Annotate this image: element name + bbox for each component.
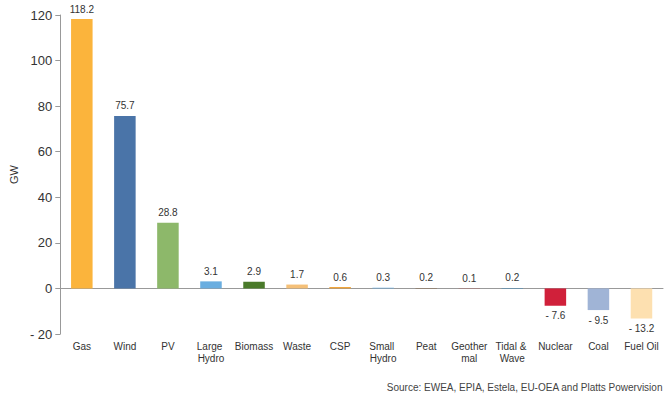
svg-text:GW: GW <box>8 164 20 184</box>
svg-text:PV: PV <box>161 341 175 352</box>
svg-text:0.2: 0.2 <box>505 272 519 283</box>
svg-text:0: 0 <box>45 281 52 296</box>
svg-text:Waste: Waste <box>283 341 311 352</box>
svg-text:1.7: 1.7 <box>290 269 304 280</box>
svg-text:40: 40 <box>38 190 52 205</box>
svg-text:60: 60 <box>38 144 52 159</box>
svg-text:Nuclear: Nuclear <box>538 341 573 352</box>
svg-text:- 7.6: - 7.6 <box>545 310 565 321</box>
svg-text:0.2: 0.2 <box>419 272 433 283</box>
svg-text:75.7: 75.7 <box>115 100 135 111</box>
svg-text:28.8: 28.8 <box>158 207 178 218</box>
svg-text:Biomass: Biomass <box>235 341 273 352</box>
svg-text:Large: Large <box>197 341 225 352</box>
svg-text:Gas: Gas <box>73 341 91 352</box>
svg-text:Small: Small <box>369 341 397 352</box>
svg-text:Hydro: Hydro <box>370 353 397 364</box>
svg-text:0.3: 0.3 <box>376 272 390 283</box>
svg-text:100: 100 <box>31 53 53 68</box>
svg-text:0.1: 0.1 <box>462 273 476 284</box>
svg-text:Source: EWEA, EPIA, Estela, EU: Source: EWEA, EPIA, Estela, EU-OEA and P… <box>387 382 663 393</box>
svg-text:Hydro: Hydro <box>198 353 225 364</box>
svg-text:Fuel Oil: Fuel Oil <box>624 341 658 352</box>
svg-text:Tidal &: Tidal & <box>496 341 530 352</box>
svg-text:80: 80 <box>38 99 52 114</box>
svg-text:Wind: Wind <box>113 341 136 352</box>
svg-text:3.1: 3.1 <box>204 266 218 277</box>
svg-text:120: 120 <box>31 8 53 23</box>
svg-text:2.9: 2.9 <box>247 266 261 277</box>
svg-text:0.6: 0.6 <box>333 272 347 283</box>
svg-text:- 20: - 20 <box>30 327 52 342</box>
svg-text:Wave: Wave <box>500 353 526 364</box>
svg-text:Geother: Geother <box>451 341 488 352</box>
svg-text:118.2: 118.2 <box>70 4 95 15</box>
svg-text:20: 20 <box>38 235 52 250</box>
svg-text:- 9.5: - 9.5 <box>588 315 608 326</box>
svg-text:Coal: Coal <box>588 341 609 352</box>
svg-text:Peat: Peat <box>416 341 437 352</box>
svg-text:mal: mal <box>461 353 477 364</box>
svg-text:- 13.2: - 13.2 <box>629 323 655 334</box>
svg-text:CSP: CSP <box>330 341 351 352</box>
